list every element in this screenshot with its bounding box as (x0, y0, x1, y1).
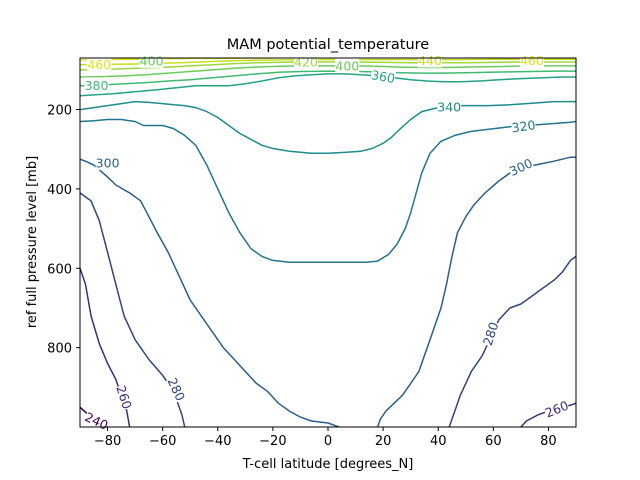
contour-label-text: 360 (370, 67, 396, 86)
contour-line-320 (80, 118, 576, 264)
contour-label-320: 320 (510, 116, 537, 135)
contour-label-gap (113, 383, 136, 411)
contour-label-text: 300 (96, 156, 120, 171)
contour-label-460: 460 (87, 56, 112, 72)
contour-label-gap (506, 154, 535, 179)
contour-label-460: 460 (519, 52, 544, 68)
contour-label-text: 320 (511, 117, 537, 135)
contour-label-400: 400 (335, 57, 360, 73)
contour-label-420: 420 (294, 54, 318, 70)
chart-title: MAM potential_temperature (227, 37, 430, 53)
contour-label-gap (164, 375, 189, 404)
contour-label-text: 440 (418, 53, 442, 68)
y-tick-label: 600 (47, 262, 72, 277)
contour-line-300 (80, 158, 340, 427)
x-tick-label: −20 (259, 434, 286, 449)
y-tick-label: 200 (47, 104, 72, 119)
contour-label-text: 400 (140, 53, 164, 68)
contour-label-text: 280 (480, 320, 502, 347)
y-axis: 200 400 600 800 (47, 104, 80, 357)
contour-label-gap (437, 98, 462, 114)
x-axis-label: T-cell latitude [degrees_N] (242, 457, 414, 472)
contour-label-gap (139, 52, 164, 68)
contour-label-gap (519, 52, 544, 68)
contour-label-text: 380 (85, 78, 109, 93)
contour-label-gap (95, 155, 120, 171)
contour-label-400: 400 (139, 52, 164, 68)
contour-label-300: 300 (95, 155, 120, 171)
contour-line-400 (80, 65, 576, 78)
contour-label-text: 340 (437, 99, 461, 114)
contour-label-gap (370, 66, 397, 86)
contour-label-text: 420 (294, 55, 318, 70)
contour-label-360: 360 (370, 66, 397, 86)
contour-label-380: 380 (84, 77, 109, 93)
contour-label-gap (542, 397, 571, 421)
contour-line-280 (448, 255, 576, 427)
contour-label-gap (335, 57, 360, 73)
contour-label-gap (84, 77, 109, 93)
contour-line-360 (80, 73, 576, 97)
contour-label-440: 440 (418, 52, 442, 68)
contour-label-gap (479, 319, 501, 348)
contour-line-380 (80, 70, 576, 87)
contour-label-gap (418, 52, 442, 68)
x-tick-label: 60 (485, 434, 502, 449)
x-tick-label: −60 (149, 434, 176, 449)
contour-label-260: 260 (113, 383, 136, 411)
contour-label-text: 260 (113, 384, 135, 411)
x-tick-label: 20 (375, 434, 392, 449)
x-axis: −80 −60 −40 −20 0 20 40 60 80 (94, 427, 557, 449)
x-tick-label: −80 (94, 434, 121, 449)
contour-label-gap (82, 408, 111, 433)
y-tick-label: 400 (47, 183, 72, 198)
contour-label-text: 460 (520, 53, 544, 68)
contour-label-text: 400 (335, 58, 359, 73)
contour-lines (80, 58, 576, 427)
contour-label-gap (510, 116, 537, 135)
x-tick-label: 80 (540, 434, 557, 449)
x-tick-label: −40 (204, 434, 231, 449)
contour-label-340: 340 (437, 98, 462, 114)
contour-label-280: 280 (479, 319, 502, 348)
y-axis-label: ref full pressure level [mb] (25, 156, 40, 328)
x-tick-label: 40 (430, 434, 447, 449)
y-tick-label: 800 (47, 342, 72, 357)
contour-label-gap (87, 56, 112, 72)
contour-label-text: 460 (87, 57, 111, 72)
x-tick-label: 0 (324, 434, 332, 449)
